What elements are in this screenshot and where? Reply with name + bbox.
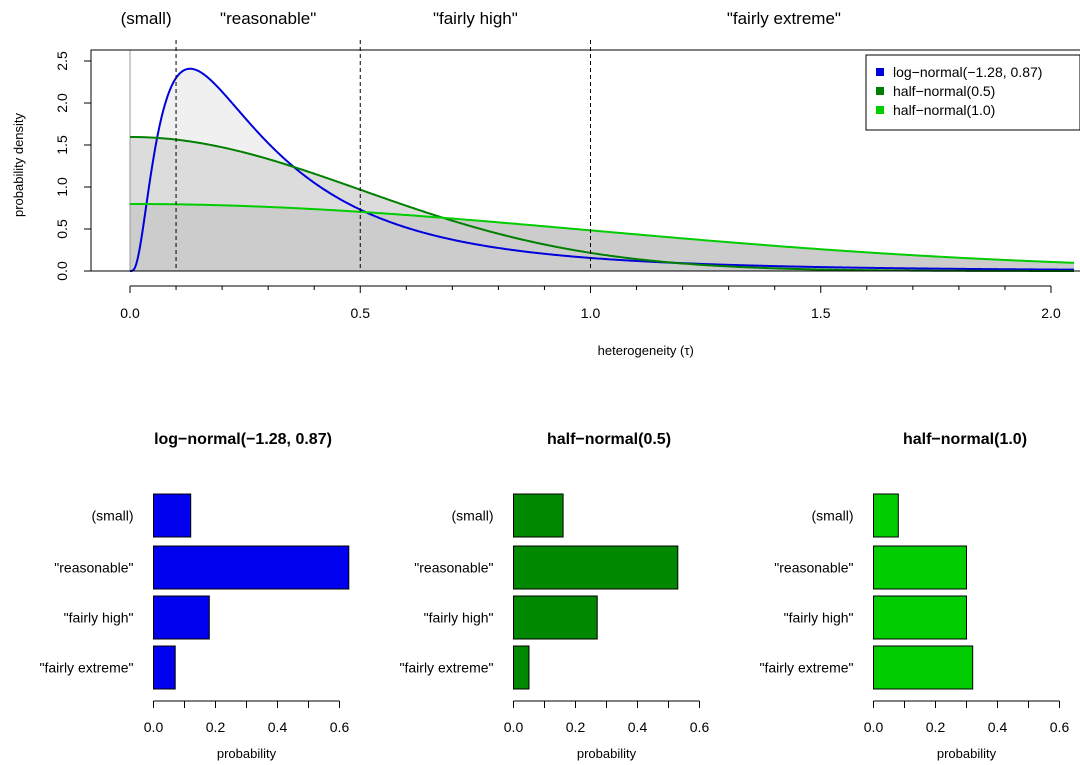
bar-chart-lognormal: log−normal(−1.28, 0.87) (small) "reasonabl… [40, 431, 350, 761]
bar-x-tick-label: 0.4 [628, 719, 648, 735]
category-label: "reasonable" [774, 560, 853, 576]
bar-fairly-extreme [153, 645, 176, 690]
region-label-fairly-extreme: "fairly extreme" [727, 9, 841, 28]
bar-reasonable [873, 545, 967, 590]
legend-label: half−normal(1.0) [893, 102, 995, 118]
bar-x-axis-title: probability [217, 746, 277, 761]
density-plot: (small) "reasonable" "fairly high" "fairly … [11, 9, 1080, 358]
density-area-half-normal-1-0 [130, 203, 1075, 271]
category-label: (small) [92, 508, 134, 524]
legend: log−normal(−1.28, 0.87) half−normal(0.5) h… [865, 54, 1080, 131]
category-label: "fairly extreme" [40, 660, 134, 676]
y-tick-label: 0.0 [54, 261, 70, 281]
x-tick-label: 0.0 [120, 305, 140, 321]
category-label: (small) [812, 508, 854, 524]
bar-small [153, 493, 192, 538]
bar-fairly-extreme [873, 645, 974, 690]
panel-title: half−normal(0.5) [547, 431, 671, 448]
legend-swatch [876, 106, 884, 114]
y-tick-label: 1.5 [54, 135, 70, 155]
y-tick-label: 2.5 [54, 51, 70, 71]
bar-chart-halfnormal-1-0: half−normal(1.0) (small) "reasonable" "fair… [760, 431, 1070, 761]
y-tick-label: 1.0 [54, 177, 70, 197]
category-label: "reasonable" [54, 560, 133, 576]
bar-x-tick-label: 0.2 [206, 719, 226, 735]
panel-title: log−normal(−1.28, 0.87) [154, 431, 332, 448]
y-tick-label: 0.5 [54, 219, 70, 239]
density-curve-half-normal-1-0 [130, 202, 1075, 264]
bar-reasonable [153, 545, 350, 590]
legend-label: half−normal(0.5) [893, 83, 995, 99]
density-curve-log-normal-1-28-0-87 [129, 67, 1075, 272]
bar-x-axis-title: probability [577, 746, 637, 761]
region-label-fairly-high: "fairly high" [433, 9, 518, 28]
bar-fairly-high [153, 595, 210, 640]
category-label: (small) [452, 508, 494, 524]
category-label: "fairly extreme" [760, 660, 854, 676]
bar-chart-halfnormal-0-5: half−normal(0.5) (small) "reasonable" "fair… [400, 431, 710, 761]
bar-reasonable [513, 545, 679, 590]
bar-x-tick-label: 0.6 [1050, 719, 1070, 735]
bar-x-tick-label: 0.6 [690, 719, 710, 735]
category-label: "fairly extreme" [400, 660, 494, 676]
category-label: "fairly high" [784, 610, 854, 626]
bar-x-tick-label: 0.0 [864, 719, 884, 735]
bar-small [513, 493, 564, 538]
legend-swatch [876, 68, 884, 76]
legend-box [865, 54, 1080, 131]
category-label: "reasonable" [414, 560, 493, 576]
bar-small [873, 493, 899, 538]
y-tick-label: 2.0 [54, 93, 70, 113]
legend-swatch [876, 87, 884, 95]
x-tick-label: 0.5 [351, 305, 371, 321]
panel-title: half−normal(1.0) [903, 431, 1027, 448]
bar-x-tick-label: 0.4 [268, 719, 288, 735]
legend-label: log−normal(−1.28, 0.87) [893, 64, 1042, 80]
x-tick-label: 1.0 [581, 305, 601, 321]
bar-fairly-extreme [513, 645, 530, 690]
bar-x-tick-label: 0.0 [144, 719, 164, 735]
x-axis-title: heterogeneity (τ) [598, 343, 694, 358]
region-label-small: (small) [121, 9, 172, 28]
x-tick-label: 1.5 [811, 305, 831, 321]
bar-x-tick-label: 0.6 [330, 719, 350, 735]
bar-x-axis-title: probability [937, 746, 997, 761]
x-tick-label: 2.0 [1041, 305, 1061, 321]
category-label: "fairly high" [64, 610, 134, 626]
y-axis-title: probability density [11, 112, 26, 217]
region-label-reasonable: "reasonable" [220, 9, 316, 28]
category-label: "fairly high" [424, 610, 494, 626]
bar-fairly-high [873, 595, 967, 640]
bar-fairly-high [513, 595, 598, 640]
bar-x-tick-label: 0.2 [566, 719, 586, 735]
bar-x-tick-label: 0.0 [504, 719, 524, 735]
bar-x-tick-label: 0.2 [926, 719, 946, 735]
bar-x-tick-label: 0.4 [988, 719, 1008, 735]
